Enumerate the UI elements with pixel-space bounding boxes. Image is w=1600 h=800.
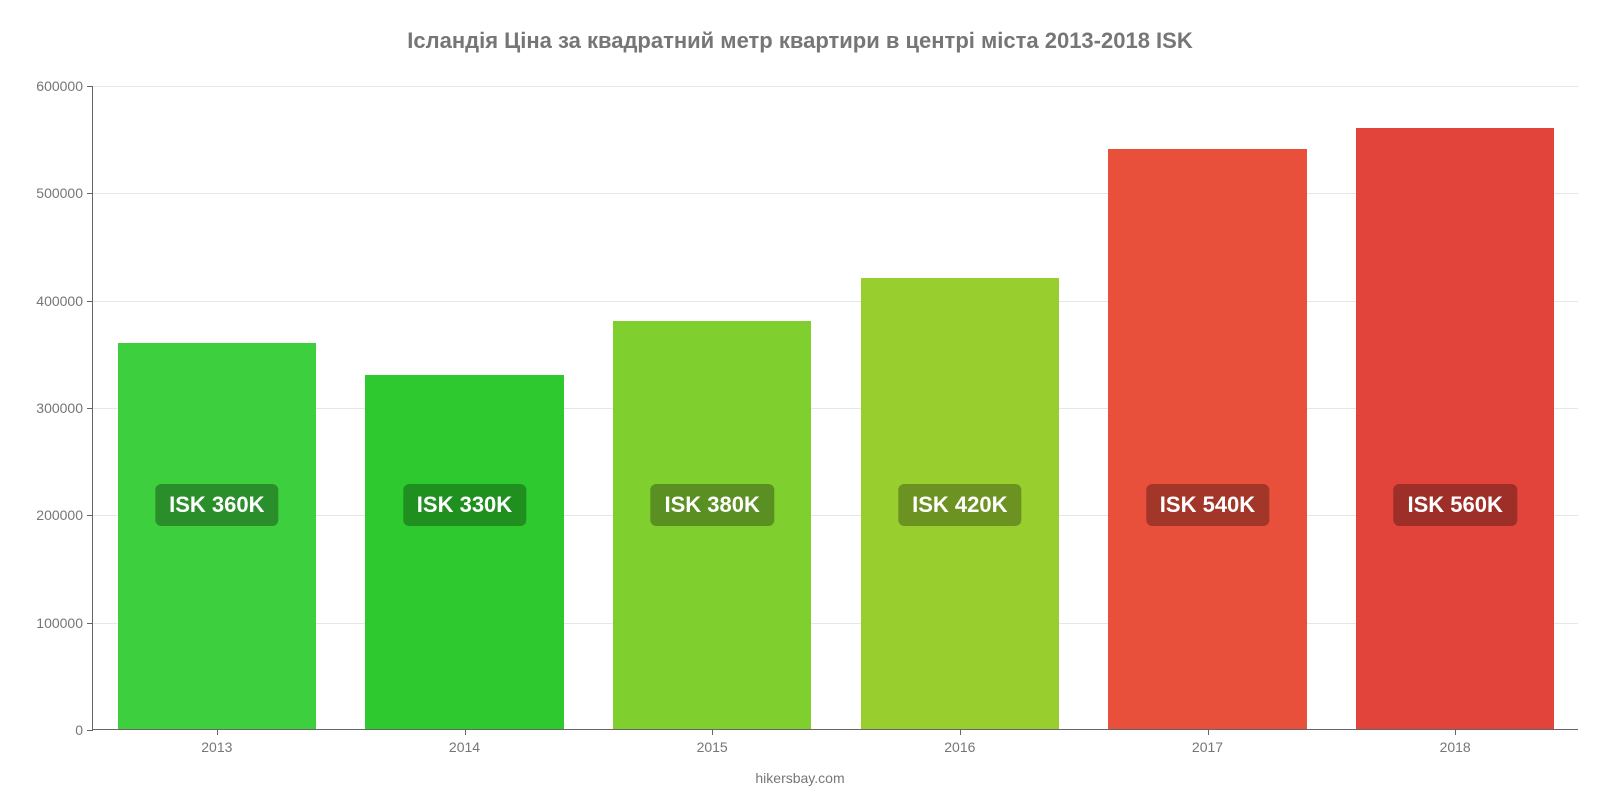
y-tick-mark — [87, 86, 93, 87]
x-tick-mark — [217, 729, 218, 735]
bar-value-label: ISK 360K — [155, 484, 278, 526]
bar-value-label: ISK 420K — [898, 484, 1021, 526]
y-tick-label: 400000 — [36, 293, 93, 309]
plot-area: 0100000200000300000400000500000600000201… — [92, 86, 1578, 730]
bar — [118, 343, 316, 729]
bar — [1356, 128, 1554, 729]
x-tick-mark — [712, 729, 713, 735]
credit-text: hikersbay.com — [755, 770, 844, 786]
y-tick-mark — [87, 623, 93, 624]
bar-value-label: ISK 380K — [650, 484, 773, 526]
y-tick-label: 200000 — [36, 507, 93, 523]
y-tick-mark — [87, 301, 93, 302]
y-tick-label: 100000 — [36, 615, 93, 631]
bar — [1108, 149, 1306, 729]
x-tick-mark — [960, 729, 961, 735]
y-tick-mark — [87, 730, 93, 731]
chart-title: Ісландія Ціна за квадратний метр квартир… — [0, 28, 1600, 54]
x-tick-mark — [465, 729, 466, 735]
bar-value-label: ISK 330K — [403, 484, 526, 526]
y-tick-mark — [87, 515, 93, 516]
y-tick-mark — [87, 408, 93, 409]
y-tick-mark — [87, 193, 93, 194]
y-tick-label: 600000 — [36, 78, 93, 94]
bar-value-label: ISK 560K — [1393, 484, 1516, 526]
bar — [365, 375, 563, 729]
grid-line — [93, 86, 1578, 87]
x-tick-mark — [1208, 729, 1209, 735]
bar-value-label: ISK 540K — [1146, 484, 1269, 526]
x-tick-mark — [1455, 729, 1456, 735]
y-tick-label: 300000 — [36, 400, 93, 416]
bar-chart: Ісландія Ціна за квадратний метр квартир… — [0, 0, 1600, 800]
y-tick-label: 500000 — [36, 185, 93, 201]
